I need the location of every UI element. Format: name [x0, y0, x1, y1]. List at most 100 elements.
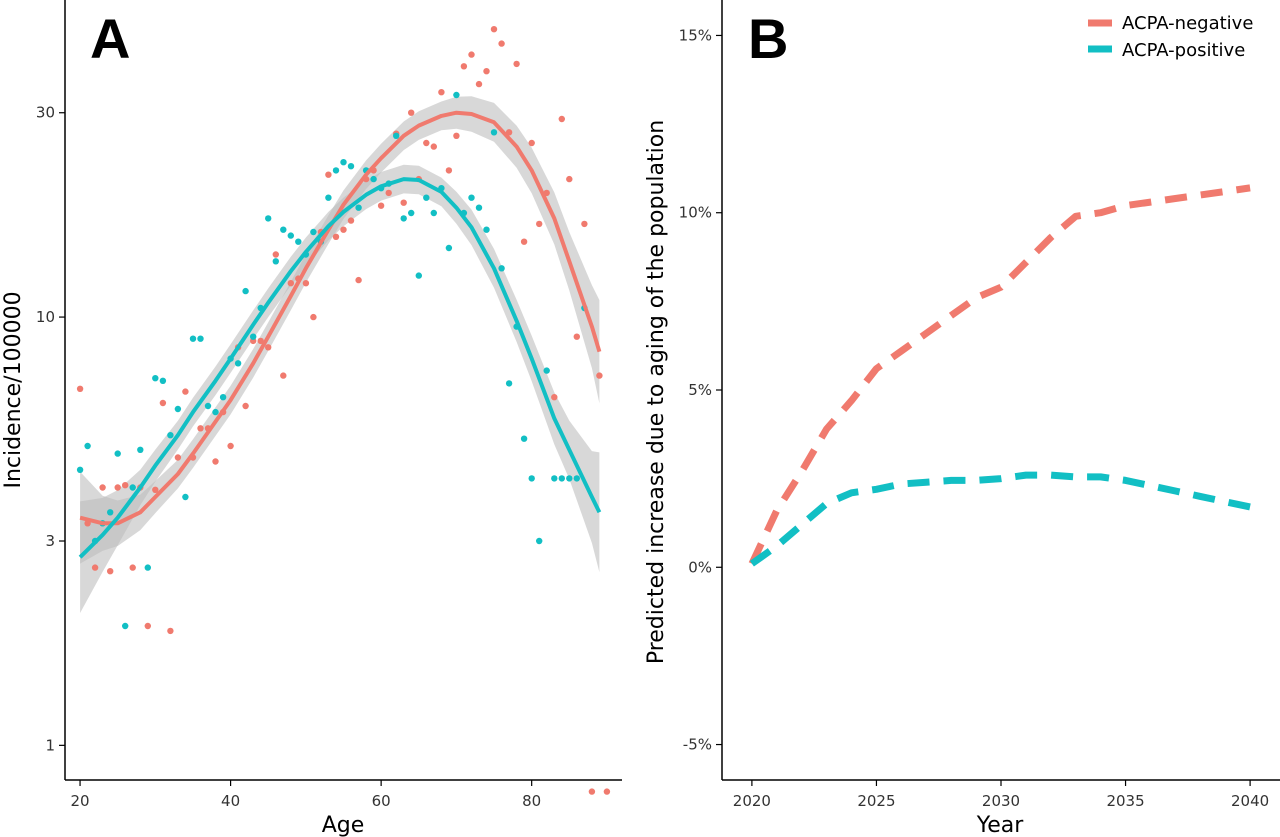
panel-b: 2020 2025 2030 2035 2040 -5%0%5%10%15% Year … — [644, 0, 1280, 837]
data-point-acpa-positive — [566, 475, 573, 482]
data-point-acpa-negative — [377, 202, 385, 209]
data-point-acpa-negative — [272, 251, 279, 258]
data-point-acpa-negative — [144, 622, 151, 630]
data-point-acpa-positive — [370, 175, 377, 183]
panel-label-b: B — [748, 7, 788, 70]
data-point-acpa-positive — [107, 509, 114, 516]
data-point-acpa-positive — [355, 204, 362, 211]
data-point-acpa-negative — [385, 189, 392, 197]
data-point-acpa-negative — [107, 568, 114, 575]
data-point-acpa-positive — [483, 226, 490, 233]
data-point-acpa-negative — [475, 80, 483, 88]
data-point-acpa-positive — [152, 375, 159, 382]
data-point-acpa-positive — [573, 475, 580, 482]
data-point-acpa-negative — [490, 26, 498, 33]
data-point-acpa-positive — [234, 360, 242, 367]
data-point-acpa-positive — [505, 380, 513, 387]
y-tick-label: -5% — [683, 736, 712, 754]
data-point-acpa-positive — [430, 209, 437, 217]
x-tick-label: 60 — [372, 792, 391, 810]
data-point-acpa-positive — [189, 335, 197, 342]
x-tick-label: 2030 — [982, 792, 1020, 810]
data-point-acpa-positive — [295, 238, 302, 245]
data-point-acpa-positive — [558, 475, 565, 482]
data-point-acpa-negative — [498, 40, 505, 47]
data-point-acpa-negative — [596, 372, 603, 379]
data-point-acpa-positive — [393, 132, 400, 139]
y-tick-label: 15% — [679, 26, 712, 44]
data-point-acpa-positive — [242, 287, 249, 295]
data-point-acpa-positive — [423, 194, 430, 201]
data-point-acpa-negative — [227, 442, 234, 450]
data-point-acpa-negative — [122, 482, 129, 489]
data-point-acpa-negative — [242, 402, 249, 410]
data-point-acpa-positive — [400, 215, 407, 222]
data-point-acpa-positive — [347, 163, 355, 170]
data-point-acpa-positive — [415, 272, 422, 279]
scatter-points — [76, 26, 611, 795]
data-point-acpa-positive — [159, 377, 167, 384]
data-point-acpa-negative — [257, 337, 264, 345]
x-tick-label: 20 — [71, 792, 90, 810]
y-axis-label: Predicted increase due to aging of the p… — [644, 120, 669, 664]
y-tick-label: 0% — [688, 558, 712, 576]
x-ticks: 2020 2025 2030 2035 2040 — [733, 780, 1269, 810]
panel-a: 20 40 60 80 1 3 10 30 Age Incidence/100000 A — [1, 0, 622, 837]
legend-label-acpa-positive: ACPA-positive — [1122, 40, 1245, 61]
data-point-acpa-negative — [445, 167, 453, 174]
x-axis-label: Year — [976, 813, 1025, 837]
legend-label-acpa-negative: ACPA-negative — [1122, 13, 1253, 34]
fit-line-acpa-positive — [78, 177, 602, 559]
confidence-band-1 — [80, 164, 600, 614]
data-point-acpa-negative — [581, 220, 588, 228]
data-point-acpa-positive — [265, 215, 272, 222]
data-point-acpa-positive — [520, 435, 528, 442]
data-point-acpa-positive — [498, 265, 505, 272]
x-tick-label: 2040 — [1231, 792, 1269, 810]
data-point-acpa-negative — [573, 333, 580, 340]
data-point-acpa-positive — [490, 129, 498, 136]
data-point-acpa-negative — [332, 233, 340, 240]
legend: ACPA-negative ACPA-positive — [1088, 13, 1253, 61]
x-tick-label: 80 — [522, 792, 541, 810]
data-point-acpa-positive — [310, 228, 317, 236]
data-point-acpa-positive — [280, 226, 287, 233]
fit-lines — [78, 110, 602, 559]
data-point-acpa-positive — [272, 258, 279, 265]
data-point-acpa-negative — [159, 399, 167, 407]
data-point-acpa-negative — [603, 788, 611, 795]
data-point-acpa-positive — [204, 402, 212, 410]
data-point-acpa-negative — [325, 171, 332, 178]
data-point-acpa-negative — [408, 109, 415, 116]
data-point-acpa-negative — [129, 564, 136, 571]
y-tick-label: 30 — [36, 104, 55, 122]
data-point-acpa-negative — [197, 425, 204, 432]
data-point-acpa-negative — [453, 132, 460, 139]
data-point-acpa-positive — [468, 194, 475, 201]
data-point-acpa-positive — [287, 232, 294, 239]
data-point-acpa-negative — [588, 788, 596, 795]
panel-label-a: A — [90, 7, 130, 70]
data-point-acpa-negative — [423, 139, 430, 147]
y-tick-label: 1 — [45, 736, 55, 754]
x-axis-label: Age — [322, 813, 365, 837]
data-point-acpa-negative — [460, 63, 468, 70]
data-point-acpa-positive — [325, 194, 332, 201]
data-point-acpa-negative — [174, 454, 182, 461]
data-point-acpa-positive — [114, 450, 121, 457]
data-point-acpa-negative — [310, 313, 317, 321]
data-point-acpa-negative — [340, 226, 347, 233]
x-tick-label: 2020 — [733, 792, 771, 810]
data-point-acpa-positive — [129, 484, 136, 491]
data-point-acpa-positive — [250, 333, 257, 340]
data-point-acpa-positive — [122, 622, 129, 630]
confidence-bands — [80, 96, 600, 614]
y-tick-label: 10% — [679, 204, 712, 222]
data-point-acpa-negative — [287, 280, 294, 287]
data-point-acpa-positive — [182, 493, 189, 501]
data-point-acpa-negative — [280, 372, 287, 379]
data-point-acpa-positive — [144, 564, 151, 571]
data-point-acpa-positive — [408, 209, 415, 217]
data-point-acpa-positive — [137, 446, 144, 453]
data-point-acpa-negative — [76, 385, 84, 392]
